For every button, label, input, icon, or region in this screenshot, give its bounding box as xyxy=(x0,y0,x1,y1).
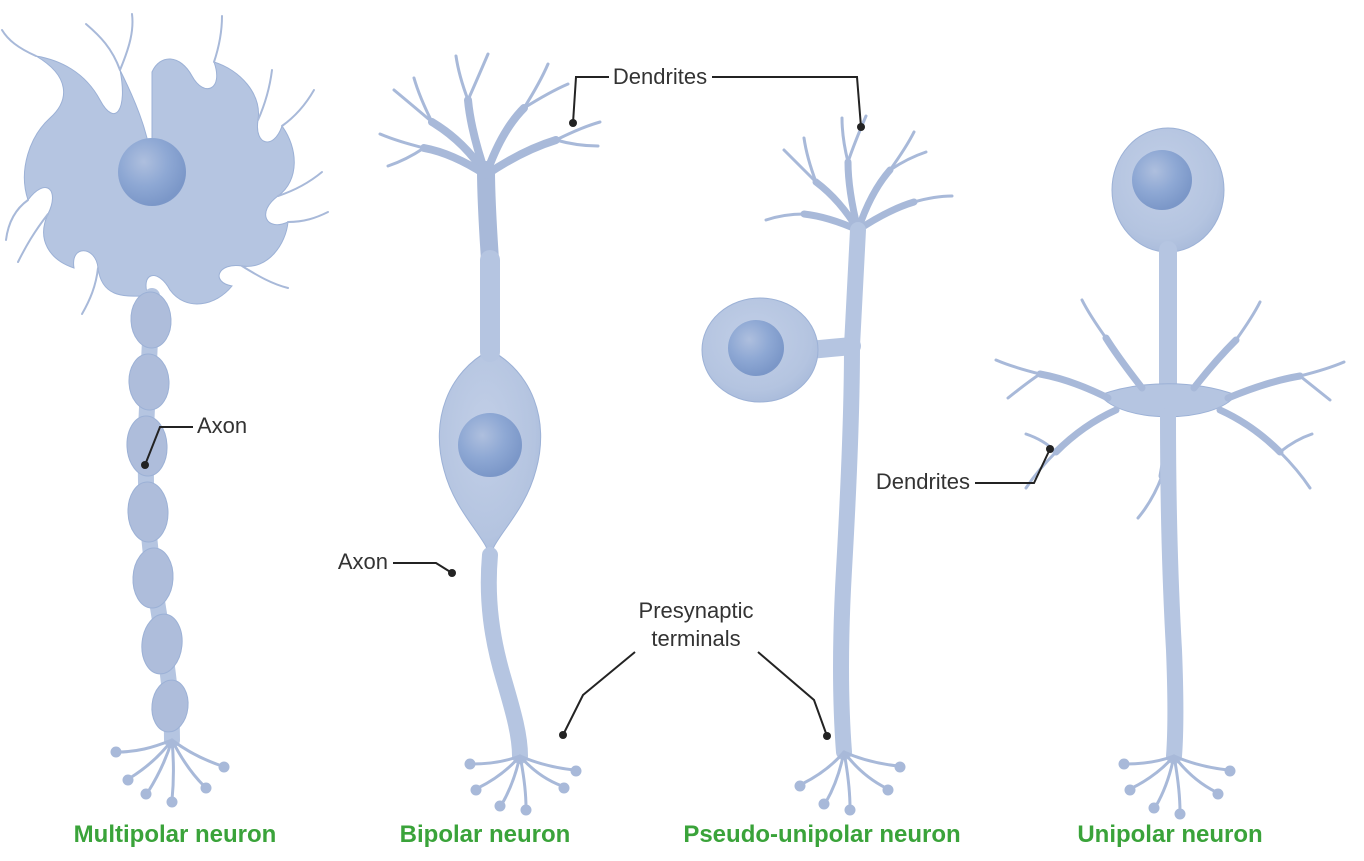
multipolar-nucleus xyxy=(118,138,186,206)
pseudo-axon xyxy=(841,346,852,752)
unipolar-axon xyxy=(1168,416,1176,756)
label-presynaptic-2: terminals xyxy=(651,626,740,651)
neuron-titles: Multipolar neuron Bipolar neuron Pseudo-… xyxy=(74,821,1263,848)
label-axon-mid: Axon xyxy=(338,549,388,574)
label-dendrites-right: Dendrites xyxy=(876,469,970,494)
annotation-axon-mid: Axon xyxy=(338,549,456,577)
bipolar-dendrites xyxy=(380,54,600,260)
annotation-presynaptic: Presynaptic terminals xyxy=(559,598,831,740)
bipolar-axon xyxy=(489,555,520,756)
multipolar-terminals xyxy=(112,740,228,806)
pseudo-dendrites xyxy=(766,116,952,230)
neuron-pseudo-unipolar xyxy=(702,116,952,814)
pseudo-nucleus xyxy=(728,320,784,376)
title-bipolar: Bipolar neuron xyxy=(400,821,571,848)
neuron-multipolar xyxy=(2,14,328,806)
unipolar-terminals xyxy=(1120,756,1234,818)
label-axon-left: Axon xyxy=(197,413,247,438)
neuron-unipolar xyxy=(996,128,1344,818)
bipolar-terminals xyxy=(466,756,580,814)
title-multipolar: Multipolar neuron xyxy=(74,821,277,848)
title-pseudo-unipolar: Pseudo-unipolar neuron xyxy=(683,821,960,848)
unipolar-nucleus xyxy=(1132,150,1192,210)
multipolar-axon xyxy=(125,291,190,740)
title-unipolar: Unipolar neuron xyxy=(1077,821,1262,848)
bipolar-nucleus xyxy=(458,413,522,477)
neuron-bipolar xyxy=(380,54,600,814)
annotation-dendrites-top: Dendrites xyxy=(569,64,865,131)
pseudo-terminals xyxy=(796,752,904,814)
label-dendrites-top: Dendrites xyxy=(613,64,707,89)
label-presynaptic-1: Presynaptic xyxy=(639,598,754,623)
